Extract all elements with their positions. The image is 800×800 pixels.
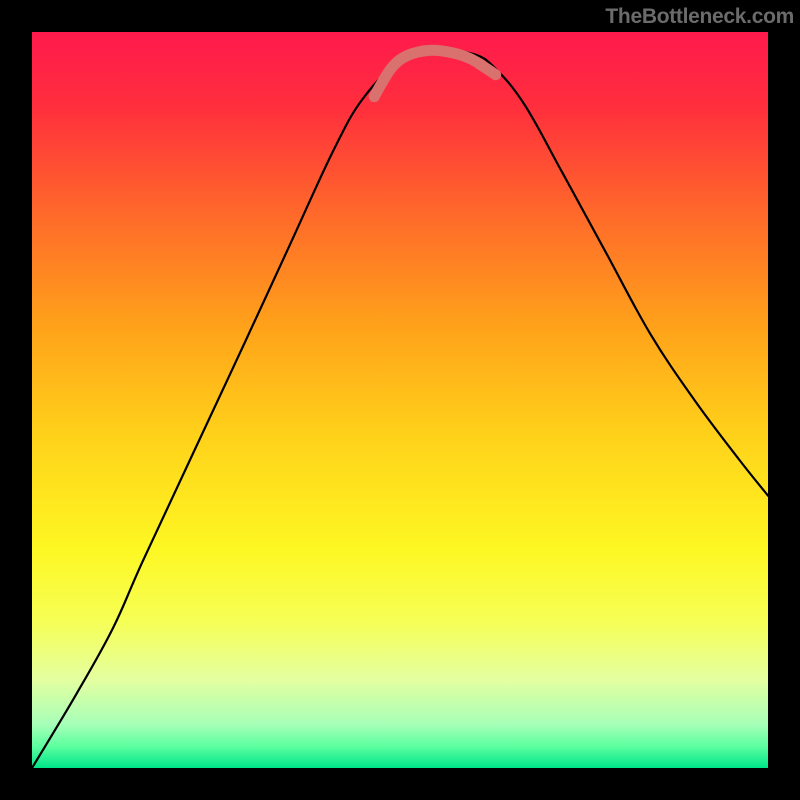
highlight-marker bbox=[374, 50, 495, 96]
plot-area bbox=[32, 32, 768, 768]
curve-layer bbox=[32, 32, 768, 768]
chart-container: TheBottleneck.com bbox=[0, 0, 800, 800]
frame-border-bottom bbox=[0, 768, 800, 800]
watermark-text: TheBottleneck.com bbox=[605, 5, 794, 29]
bottleneck-curve bbox=[32, 50, 768, 768]
frame-border-left bbox=[0, 0, 32, 800]
frame-border-right bbox=[768, 0, 800, 800]
